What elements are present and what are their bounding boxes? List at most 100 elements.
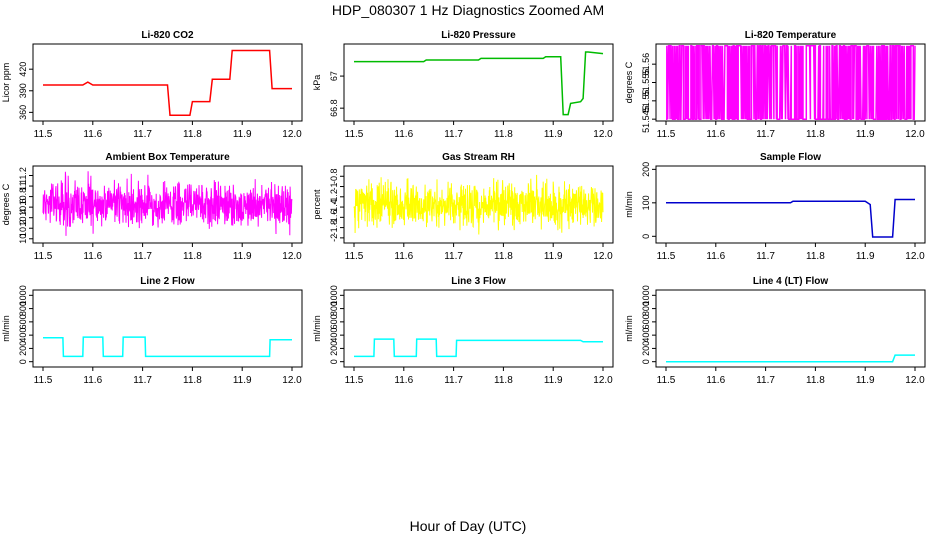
- y-axis-label: ml/min: [312, 315, 322, 342]
- series-line: [354, 51, 604, 116]
- x-tick-label: 11.9: [233, 251, 252, 262]
- y-tick-label: 400: [18, 328, 28, 343]
- y-tick-label: 800: [18, 301, 28, 316]
- y-tick-label: 420: [18, 62, 28, 77]
- y-tick-label: 66.8: [329, 99, 339, 117]
- y-tick-label: 51.555: [641, 69, 651, 97]
- y-axis-label: degrees C: [1, 183, 11, 225]
- y-axis-label: degrees C: [624, 61, 634, 103]
- y-tick-label: 51.56: [641, 53, 651, 76]
- x-tick-label: 11.8: [806, 375, 825, 386]
- x-tick-label: 11.6: [706, 129, 725, 140]
- panel-7: Line 2 Flow 11.5 11.6 11.7 11.8 11.9 12.0 0 2004…: [1, 276, 303, 386]
- x-tick-label: 11.8: [183, 129, 202, 140]
- x-tick-label: 11.5: [657, 251, 676, 262]
- x-tick-label: 11.5: [657, 129, 676, 140]
- panel-title: Li-820 Temperature: [745, 30, 837, 41]
- x-tick-label: 11.7: [756, 251, 775, 262]
- x-tick-label: 11.5: [34, 129, 53, 140]
- plot-frame: [32, 165, 303, 244]
- figure-title: HDP_080307 1 Hz Diagnostics Zoomed AM: [331, 2, 605, 18]
- y-axis-label: ml/min: [624, 315, 634, 342]
- x-axis-title: Hour of Day (UTC): [409, 518, 527, 534]
- y-tick-label: 10.8: [18, 188, 28, 206]
- plot-frame: [343, 289, 614, 368]
- series-line: [43, 336, 292, 358]
- series-line: [666, 45, 916, 120]
- y-axis-label: kPa: [312, 75, 322, 91]
- y-tick-label: -1.6: [329, 210, 339, 226]
- plot-frame: [343, 165, 614, 244]
- y-tick-label: 600: [18, 314, 28, 329]
- panel-title: Line 3 Flow: [451, 276, 506, 287]
- y-axis-label: percent: [312, 189, 322, 220]
- x-tick-label: 11.9: [856, 251, 875, 262]
- y-tick-label: 200: [329, 341, 339, 356]
- y-tick-label: 200: [641, 162, 651, 177]
- x-tick-label: 11.8: [494, 129, 513, 140]
- panel-title: Li-820 Pressure: [441, 30, 516, 41]
- x-tick-label: 11.6: [394, 251, 413, 262]
- y-tick-label: 400: [641, 328, 651, 343]
- y-tick-label: 51.545: [641, 105, 651, 133]
- x-tick-label: 11.9: [856, 375, 875, 386]
- panel-2: Li-820 Pressure 11.5 11.6 11.7 11.8 11.9 12.0 6…: [312, 30, 614, 140]
- y-tick-label: 800: [329, 301, 339, 316]
- panel-9: Line 4 (LT) Flow 11.5 11.6 11.7 11.8 11.9 12.0…: [624, 276, 926, 386]
- x-tick-label: 11.6: [394, 375, 413, 386]
- x-tick-label: 11.7: [444, 375, 463, 386]
- series-line: [666, 198, 915, 238]
- y-tick-label: 390: [18, 83, 28, 98]
- y-axis-label: ml/min: [624, 191, 634, 218]
- y-tick-label: 0: [641, 359, 651, 364]
- x-tick-label: 11.9: [233, 129, 252, 140]
- y-tick-label: 0: [641, 234, 651, 239]
- x-tick-label: 11.5: [345, 129, 364, 140]
- plot-frame: [343, 43, 614, 122]
- y-tick-label: -1.8: [329, 220, 339, 236]
- panel-title: Line 2 Flow: [140, 276, 195, 287]
- panel-8: Line 3 Flow 11.5 11.6 11.7 11.8 11.9 12.0 0 2004…: [312, 276, 614, 386]
- y-tick-label: 600: [329, 314, 339, 329]
- x-tick-label: 11.5: [345, 375, 364, 386]
- x-tick-label: 11.5: [34, 251, 53, 262]
- series-line: [42, 171, 293, 236]
- x-tick-label: 11.8: [806, 251, 825, 262]
- panel-title: Line 4 (LT) Flow: [753, 276, 829, 287]
- y-axis-label: Licor ppm: [1, 63, 11, 103]
- panel-title: Ambient Box Temperature: [105, 152, 230, 163]
- x-tick-label: 11.8: [494, 251, 513, 262]
- x-tick-label: 12.0: [905, 251, 925, 262]
- x-tick-label: 12.0: [905, 129, 925, 140]
- panel-1: Li-820 CO2 11.5 11.6 11.7 11.8 11.9 12.0 360 390…: [1, 30, 303, 140]
- x-tick-label: 11.6: [706, 251, 725, 262]
- x-tick-label: 11.6: [83, 375, 102, 386]
- x-tick-label: 11.6: [83, 251, 102, 262]
- x-tick-label: 12.0: [282, 251, 302, 262]
- y-tick-label: 0: [18, 359, 28, 364]
- y-tick-label: 10.6: [18, 198, 28, 216]
- x-tick-label: 11.6: [706, 375, 725, 386]
- x-tick-label: 11.7: [756, 375, 775, 386]
- panel-title: Sample Flow: [760, 152, 821, 163]
- y-tick-label: 11.2: [18, 167, 28, 184]
- y-tick-label: 1000: [18, 285, 28, 305]
- y-tick-label: -1.4: [329, 199, 339, 215]
- x-tick-label: 11.7: [444, 251, 463, 262]
- y-tick-label: 10: [18, 234, 28, 244]
- y-tick-label: -1.2: [329, 189, 339, 205]
- x-tick-label: 11.6: [83, 129, 102, 140]
- series-line: [354, 338, 603, 358]
- panel-title: Gas Stream RH: [442, 152, 515, 163]
- x-tick-label: 12.0: [282, 129, 302, 140]
- y-tick-label: 10.4: [18, 209, 28, 227]
- y-tick-label: 400: [329, 328, 339, 343]
- plot-frame: [32, 43, 303, 122]
- x-tick-label: 12.0: [905, 375, 925, 386]
- x-tick-label: 12.0: [593, 251, 613, 262]
- y-tick-label: -0.8: [329, 169, 339, 185]
- panel-6: Sample Flow 11.5 11.6 11.7 11.8 11.9 12.0 0 100 2…: [624, 152, 926, 262]
- x-tick-label: 11.7: [133, 375, 152, 386]
- y-axis-label: ml/min: [1, 315, 11, 342]
